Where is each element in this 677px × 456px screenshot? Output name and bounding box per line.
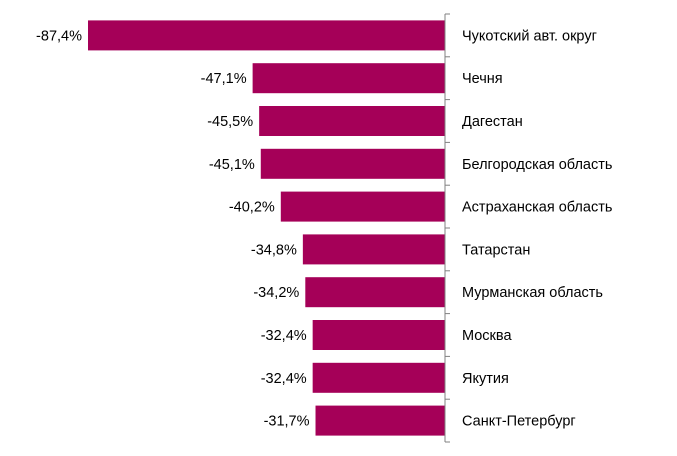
category-label: Дагестан — [462, 114, 523, 130]
data-label: -32,4% — [261, 371, 307, 387]
data-label: -32,4% — [261, 328, 307, 344]
category-label: Белгородская область — [462, 157, 612, 173]
bar — [315, 405, 445, 436]
data-label: -34,2% — [253, 285, 299, 301]
value-labels-group: -87,4% -47,1% -45,5% -45,1% -40,2% -34,8% -34,… — [36, 28, 310, 429]
category-label: Татарстан — [462, 242, 530, 258]
bar — [88, 20, 445, 51]
category-label: Чукотский авт. округ — [462, 28, 597, 44]
bar — [260, 148, 445, 179]
bar — [302, 234, 445, 265]
bars-group — [88, 20, 445, 436]
bar — [252, 63, 445, 94]
data-label: -45,1% — [209, 157, 255, 173]
axis-ticks-group — [445, 13, 450, 443]
bar — [312, 362, 445, 393]
bar — [280, 191, 445, 222]
bar — [305, 277, 445, 308]
data-label: -87,4% — [36, 28, 82, 44]
data-label: -45,5% — [207, 114, 253, 130]
data-label: -47,1% — [201, 71, 247, 87]
bar — [259, 106, 445, 136]
category-label: Санкт-Петербург — [462, 414, 576, 430]
category-label: Чечня — [462, 71, 503, 87]
bar — [312, 320, 445, 350]
data-label: -31,7% — [264, 414, 310, 430]
category-labels-group: Чукотский авт. округ Чечня Дагестан Белгоро… — [462, 28, 612, 429]
category-label: Мурманская область — [462, 285, 603, 301]
category-label: Якутия — [462, 371, 509, 387]
category-label: Астраханская область — [462, 200, 612, 216]
category-label: Москва — [462, 328, 512, 344]
data-label: -40,2% — [229, 200, 275, 216]
data-label: -34,8% — [251, 242, 297, 258]
